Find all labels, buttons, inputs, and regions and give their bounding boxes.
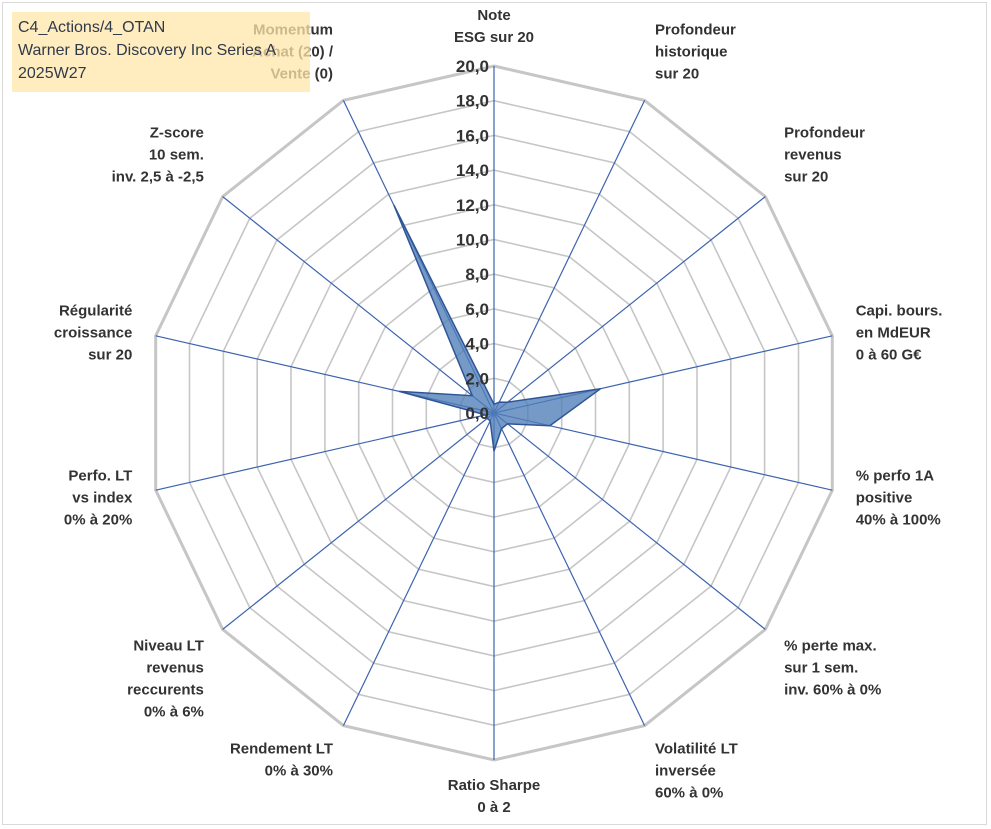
axis-spoke bbox=[223, 413, 494, 629]
axis-label: Niveau LT revenus reccurents 0% à 6% bbox=[127, 637, 204, 720]
axis-label-line: 0 à 2 bbox=[477, 799, 510, 816]
axis-label-line: Niveau LT bbox=[133, 637, 204, 654]
axis-label-line: Note bbox=[477, 7, 510, 24]
axis-label-line: 0% à 20% bbox=[64, 512, 132, 529]
axis-label-line: sur 20 bbox=[784, 169, 828, 186]
axis-label: Profondeur historique sur 20 bbox=[655, 22, 736, 83]
axis-label-line: Régularité bbox=[59, 302, 132, 319]
info-box: C4_Actions/4_OTAN Warner Bros. Discovery… bbox=[12, 12, 310, 92]
tick-label: 14,0 bbox=[456, 161, 489, 180]
axis-label-line: Profondeur bbox=[784, 125, 865, 142]
svg-text:% perte max.sur 1 sem.inv. 60%: % perte max. sur 1 sem. inv. 60% à 0% bbox=[784, 637, 881, 698]
axis-label-line: Perfo. LT bbox=[68, 468, 132, 485]
info-line-week: 2025W27 bbox=[18, 62, 304, 85]
axis-label-line: sur 20 bbox=[88, 346, 132, 363]
axis-label: Perfo. LT vs index 0% à 20% bbox=[64, 468, 133, 529]
axis-label-line: historique bbox=[655, 44, 728, 61]
axis-label-line: inv. 2,5 à -2,5 bbox=[112, 169, 204, 186]
axis-label: Capi. bours. en MdEUR 0 à 60 G€ bbox=[856, 302, 943, 363]
axis-label-line: vs index bbox=[72, 490, 133, 507]
axis-spoke bbox=[223, 197, 494, 413]
tick-label: 4,0 bbox=[465, 335, 489, 354]
axis-label-line: inversée bbox=[655, 762, 716, 779]
axis-label-line: 40% à 100% bbox=[856, 512, 941, 529]
tick-label: 10,0 bbox=[456, 231, 489, 250]
axis-label-line: en MdEUR bbox=[856, 324, 931, 341]
tick-label: 0,0 bbox=[465, 404, 489, 423]
axis-label-line: Capi. bours. bbox=[856, 302, 943, 319]
info-line-portfolio: C4_Actions/4_OTAN bbox=[18, 16, 304, 39]
axis-label-line: Rendement LT bbox=[230, 740, 333, 757]
axis-label: Rendement LT 0% à 30% bbox=[230, 740, 333, 779]
series-area bbox=[394, 205, 601, 451]
tick-label: 2,0 bbox=[465, 369, 489, 388]
axis-label-line: revenus bbox=[146, 659, 204, 676]
axis-label-line: Z-score bbox=[150, 125, 204, 142]
axis-label: Ratio Sharpe 0 à 2 bbox=[448, 777, 541, 816]
axis-label: Profondeur revenus sur 20 bbox=[784, 125, 865, 186]
axis-label: % perfo 1A positive 40% à 100% bbox=[856, 468, 941, 529]
axis-label-line: sur 1 sem. bbox=[784, 659, 858, 676]
tick-label: 12,0 bbox=[456, 196, 489, 215]
tick-label: 16,0 bbox=[456, 126, 489, 145]
tick-label: 6,0 bbox=[465, 300, 489, 319]
axis-label-line: 60% à 0% bbox=[655, 784, 723, 801]
info-line-company: Warner Bros. Discovery Inc Series A bbox=[18, 39, 304, 62]
tick-label: 18,0 bbox=[456, 92, 489, 111]
axis-label-line: sur 20 bbox=[655, 66, 699, 83]
axis-label: Note ESG sur 20 bbox=[454, 7, 534, 46]
tick-label: 8,0 bbox=[465, 265, 489, 284]
axis-label-line: 0% à 6% bbox=[144, 703, 204, 720]
axis-spoke bbox=[494, 413, 765, 629]
axis-label-line: reccurents bbox=[127, 681, 204, 698]
axis-label-line: % perfo 1A bbox=[856, 468, 935, 485]
axis-label: % perte max. sur 1 sem. inv. 60% à 0% bbox=[784, 637, 881, 698]
axis-label: Régularité croissance sur 20 bbox=[54, 302, 132, 363]
axis-label-line: revenus bbox=[784, 147, 842, 164]
axis-label-line: 0 à 60 G€ bbox=[856, 346, 923, 363]
axis-label: Z-score 10 sem. inv. 2,5 à -2,5 bbox=[112, 125, 204, 186]
axis-label-line: 10 sem. bbox=[149, 147, 204, 164]
radar-series bbox=[394, 205, 601, 451]
axis-spoke bbox=[494, 197, 765, 413]
axis-label-line: % perte max. bbox=[784, 637, 877, 654]
axis-label-line: Profondeur bbox=[655, 22, 736, 39]
axis-label-line: inv. 60% à 0% bbox=[784, 681, 881, 698]
axis-label-line: Volatilité LT bbox=[655, 740, 738, 757]
axis-label-line: ESG sur 20 bbox=[454, 29, 534, 46]
axis-label-line: positive bbox=[856, 490, 913, 507]
svg-text:Rendement LT0% à 30%: Rendement LT 0% à 30% bbox=[230, 740, 333, 779]
axis-label-line: croissance bbox=[54, 324, 132, 341]
axis-label-line: Ratio Sharpe bbox=[448, 777, 541, 794]
axis-label-line: 0% à 30% bbox=[265, 762, 333, 779]
axis-label: Volatilité LT inversée 60% à 0% bbox=[655, 740, 738, 801]
tick-label: 20,0 bbox=[456, 57, 489, 76]
